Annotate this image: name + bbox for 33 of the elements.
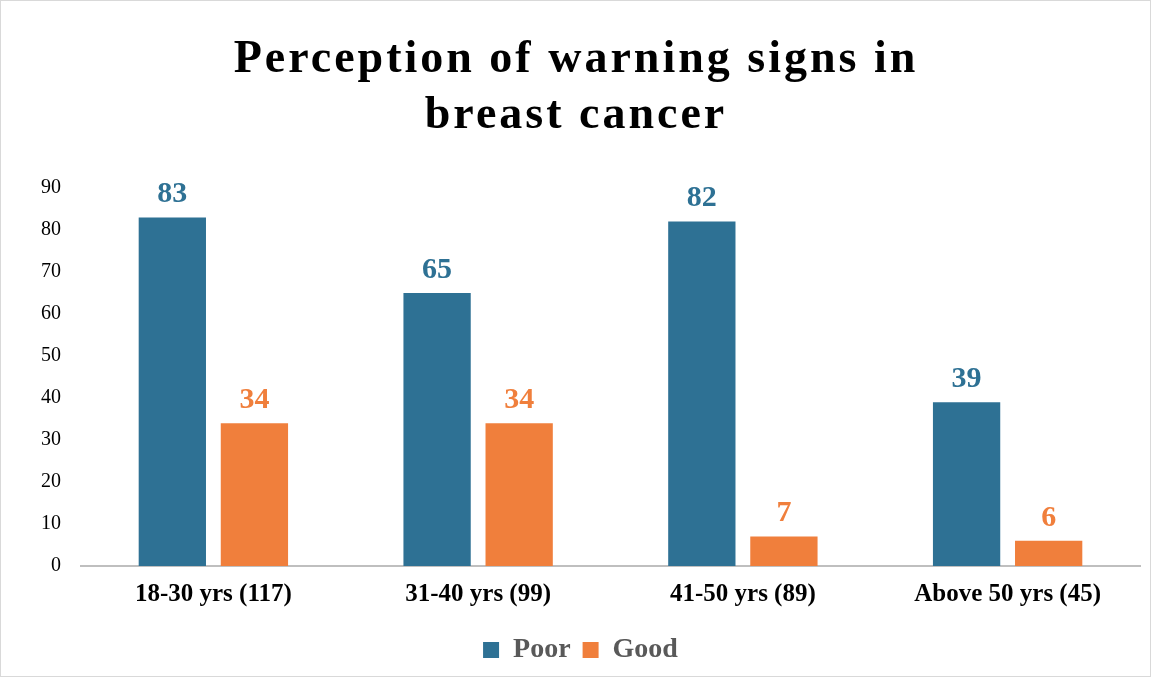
bar	[220, 423, 289, 566]
x-tick-label: 41-50 yrs (89)	[669, 579, 816, 608]
data-label: 82	[686, 179, 717, 213]
y-tick-label: 60	[41, 301, 61, 324]
legend-label: Good	[612, 632, 679, 664]
bar	[668, 221, 736, 566]
chart-title: Perception of warning signs in breast cancer	[232, 30, 920, 140]
y-tick-label: 40	[41, 385, 61, 408]
bar	[932, 402, 1001, 566]
x-tick-label: Above 50 yrs (45)	[914, 579, 1102, 608]
bar	[1015, 540, 1083, 566]
bar	[750, 536, 818, 566]
y-tick-label: 70	[41, 259, 61, 282]
y-tick-label: 10	[41, 511, 61, 534]
data-label: 83	[157, 175, 188, 209]
data-label: 34	[504, 380, 535, 414]
x-tick-label: 18-30 yrs (117)	[134, 579, 292, 608]
data-label: 6	[1041, 498, 1057, 532]
y-tick-label: 30	[41, 427, 61, 450]
y-tick-label: 0	[51, 553, 61, 576]
y-tick-label: 90	[41, 175, 61, 198]
y-tick-label: 50	[41, 343, 61, 366]
x-tick-label: 31-40 yrs (99)	[405, 579, 552, 608]
y-tick-label: 80	[41, 217, 61, 240]
data-label: 34	[239, 380, 270, 414]
data-label: 7	[776, 494, 792, 528]
data-label: 39	[951, 359, 982, 393]
bar	[403, 293, 471, 566]
bar	[138, 217, 206, 566]
bar	[485, 423, 553, 566]
y-tick-label: 20	[41, 469, 61, 492]
legend-label: Poor	[513, 632, 571, 664]
data-label: 65	[422, 250, 453, 284]
